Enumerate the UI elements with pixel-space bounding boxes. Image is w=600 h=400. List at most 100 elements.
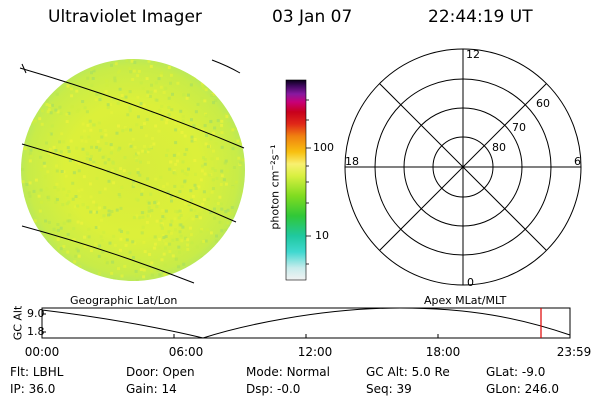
earth-texture-speckle: [68, 73, 72, 77]
earth-texture-speckle: [177, 265, 181, 269]
earth-texture-speckle: [215, 90, 219, 94]
earth-texture-speckle: [200, 241, 204, 245]
earth-texture-speckle: [31, 120, 34, 124]
earth-texture-speckle: [131, 137, 135, 141]
earth-texture-speckle: [68, 213, 72, 217]
earth-texture-speckle: [160, 117, 164, 121]
earth-texture-speckle: [218, 195, 222, 199]
earth-texture-speckle: [207, 144, 211, 148]
earth-texture-speckle: [223, 161, 227, 165]
earth-texture-speckle: [97, 225, 101, 229]
earth-texture-speckle: [38, 149, 42, 153]
mlt-label-0: 0: [467, 276, 474, 289]
earth-texture-speckle: [174, 228, 177, 232]
earth-texture-speckle: [162, 236, 166, 239]
earth-texture-speckle: [142, 268, 146, 272]
earth-texture-speckle: [23, 114, 27, 118]
earth-texture-speckle: [231, 185, 235, 189]
earth-texture-speckle: [40, 83, 44, 86]
earth-texture-speckle: [172, 153, 176, 157]
earth-texture-speckle: [157, 77, 161, 81]
earth-texture-speckle: [133, 61, 137, 64]
status-glon-label: GLon:: [486, 382, 521, 396]
earth-texture-speckle: [180, 185, 184, 188]
earth-texture-speckle: [75, 160, 79, 164]
earth-texture-speckle: [198, 212, 202, 216]
earth-texture-speckle: [56, 228, 60, 232]
earth-texture-speckle: [25, 261, 29, 265]
earth-texture-speckle: [193, 75, 197, 79]
earth-texture-speckle: [234, 251, 238, 254]
earth-texture-speckle: [150, 261, 154, 265]
earth-texture-speckle: [136, 74, 140, 78]
mlt-label-18: 18: [345, 155, 359, 168]
earth-texture-speckle: [180, 239, 184, 243]
earth-texture-speckle: [70, 235, 74, 239]
earth-texture-speckle: [176, 264, 180, 268]
earth-texture-speckle: [205, 134, 209, 137]
earth-texture-speckle: [144, 134, 148, 138]
time-label: 22:44:19 UT: [428, 7, 533, 27]
earth-texture-speckle: [235, 80, 239, 84]
earth-texture-speckle: [127, 175, 130, 179]
earth-texture-speckle: [75, 110, 79, 113]
earth-texture-speckle: [98, 148, 102, 152]
earth-texture-speckle: [70, 87, 73, 91]
earth-texture-speckle: [170, 108, 174, 112]
earth-texture-speckle: [217, 84, 221, 88]
earth-texture-speckle: [180, 208, 184, 212]
polar-ring-60: [374, 78, 552, 256]
earth-texture-speckle: [82, 175, 86, 179]
earth-texture-speckle: [106, 103, 110, 107]
earth-texture-speckle: [163, 216, 167, 220]
earth-texture-speckle: [28, 194, 32, 198]
earth-texture-speckle: [153, 201, 157, 205]
earth-texture-speckle: [178, 250, 181, 254]
earth-texture-speckle: [64, 64, 68, 68]
earth-texture-speckle: [61, 203, 65, 207]
earth-texture-speckle: [41, 72, 44, 75]
earth-texture-speckle: [119, 167, 123, 171]
earth-texture-speckle: [160, 190, 164, 193]
earth-texture-speckle: [207, 145, 210, 149]
earth-texture-speckle: [238, 142, 242, 145]
earth-texture-speckle: [65, 112, 69, 116]
lat-label-80: 80: [492, 141, 506, 154]
earth-texture-speckle: [153, 201, 157, 205]
earth-texture-speckle: [222, 97, 226, 101]
earth-texture-speckle: [120, 274, 124, 278]
earth-texture-speckle: [111, 160, 115, 164]
earth-texture-speckle: [47, 151, 51, 155]
earth-texture-speckle: [243, 212, 245, 215]
earth-texture-speckle: [164, 246, 167, 250]
earth-texture-speckle: [88, 182, 92, 186]
earth-texture-speckle: [212, 93, 216, 97]
earth-texture-speckle: [90, 71, 93, 75]
earth-texture-speckle: [24, 68, 28, 71]
earth-texture-speckle: [95, 177, 99, 180]
earth-texture-speckle: [174, 162, 178, 166]
earth-texture-speckle: [38, 209, 42, 213]
earth-texture-speckle: [214, 142, 218, 146]
earth-texture-speckle: [231, 212, 235, 216]
earth-texture-speckle: [226, 221, 230, 225]
earth-texture-speckle: [196, 72, 200, 76]
earth-texture-speckle: [85, 110, 89, 114]
earth-texture-speckle: [177, 127, 181, 131]
earth-texture-speckle: [179, 109, 183, 113]
earth-texture-speckle: [27, 191, 31, 195]
earth-texture-speckle: [201, 86, 205, 90]
status-glat-value: -9.0: [521, 365, 546, 379]
earth-texture-speckle: [65, 120, 69, 124]
earth-texture-speckle: [28, 181, 32, 185]
earth-texture-speckle: [128, 67, 132, 71]
earth-texture-speckle: [119, 206, 123, 210]
earth-texture-speckle: [214, 200, 218, 203]
earth-texture-speckle: [70, 94, 74, 98]
earth-texture-speckle: [139, 160, 142, 164]
earth-texture-speckle: [91, 67, 95, 71]
earth-texture-speckle: [87, 280, 91, 281]
earth-texture-speckle: [85, 157, 89, 160]
earth-texture-speckle: [22, 107, 26, 111]
earth-texture-speckle: [202, 190, 206, 194]
